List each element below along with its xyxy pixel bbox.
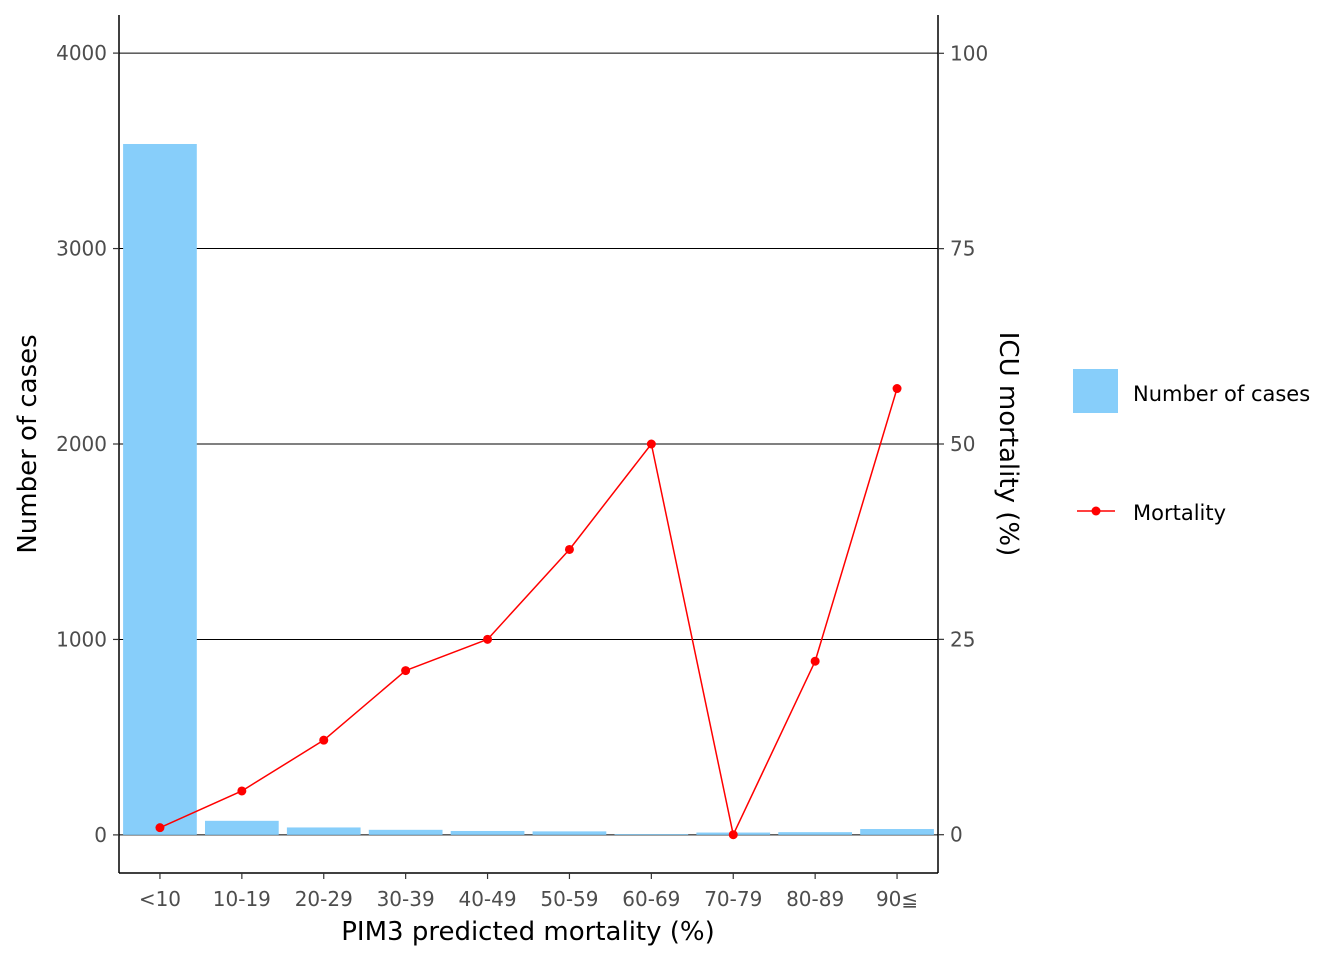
mortality-point: [319, 735, 329, 745]
y-tick-label: 2000: [56, 432, 107, 456]
mortality-point: [155, 823, 165, 833]
x-tick-label: 60-69: [622, 887, 680, 911]
y2-axis-title: ICU mortality (%): [993, 332, 1023, 556]
x-tick-label: 80-89: [786, 887, 844, 911]
y2-tick-label: 100: [950, 41, 988, 65]
mortality-point: [646, 439, 656, 449]
x-tick-label: 30-39: [377, 887, 435, 911]
x-axis-title: PIM3 predicted mortality (%): [341, 917, 715, 947]
bar: [123, 143, 197, 835]
y-tick-label: 1000: [56, 627, 107, 651]
x-tick-label: 40-49: [458, 887, 516, 911]
y2-tick-label: 75: [950, 237, 975, 261]
x-tick-label: 20-29: [295, 887, 353, 911]
y-tick-label: 3000: [56, 237, 107, 261]
x-tick-label: 50-59: [540, 887, 598, 911]
mortality-point: [728, 830, 738, 840]
gridlines: [119, 52, 938, 836]
legend-label-mortality: Mortality: [1133, 501, 1226, 525]
x-tick-label: 10-19: [213, 887, 271, 911]
bar-series: [123, 143, 934, 835]
x-tick-label: 90≦: [876, 887, 918, 911]
y2-tick-label: 0: [950, 823, 963, 847]
bar: [778, 832, 853, 835]
y2-tick-label: 50: [950, 432, 975, 456]
y-axis-title: Number of cases: [13, 334, 43, 553]
mortality-point: [483, 634, 493, 644]
mortality-point: [401, 666, 411, 676]
line-series: [155, 384, 902, 840]
x-tick-label: <10: [139, 887, 181, 911]
mortality-point: [237, 786, 247, 796]
bar: [450, 830, 525, 835]
legend: Number of cases Mortality: [1073, 369, 1310, 525]
axes: [113, 15, 944, 879]
y2-tick-label: 25: [950, 627, 975, 651]
legend-label-cases: Number of cases: [1133, 382, 1310, 406]
mortality-line: [159, 388, 898, 836]
x-tick-label: 70-79: [704, 887, 762, 911]
bar: [286, 827, 361, 835]
bar: [860, 829, 934, 835]
legend-swatch-cases: [1073, 369, 1118, 413]
legend-swatch-mortality-point: [1091, 506, 1101, 516]
bar: [368, 829, 443, 835]
y-tick-label: 4000: [56, 41, 107, 65]
bar: [204, 820, 279, 835]
mortality-point: [810, 656, 820, 666]
tick-labels: 0 1000 2000 3000 4000 0 25 50 75 100 <10 10-19 20-29…: [56, 41, 988, 911]
mortality-point: [564, 544, 574, 554]
mortality-point: [892, 384, 902, 394]
bar: [614, 834, 689, 835]
y-tick-label: 0: [94, 823, 107, 847]
bar: [532, 831, 607, 835]
